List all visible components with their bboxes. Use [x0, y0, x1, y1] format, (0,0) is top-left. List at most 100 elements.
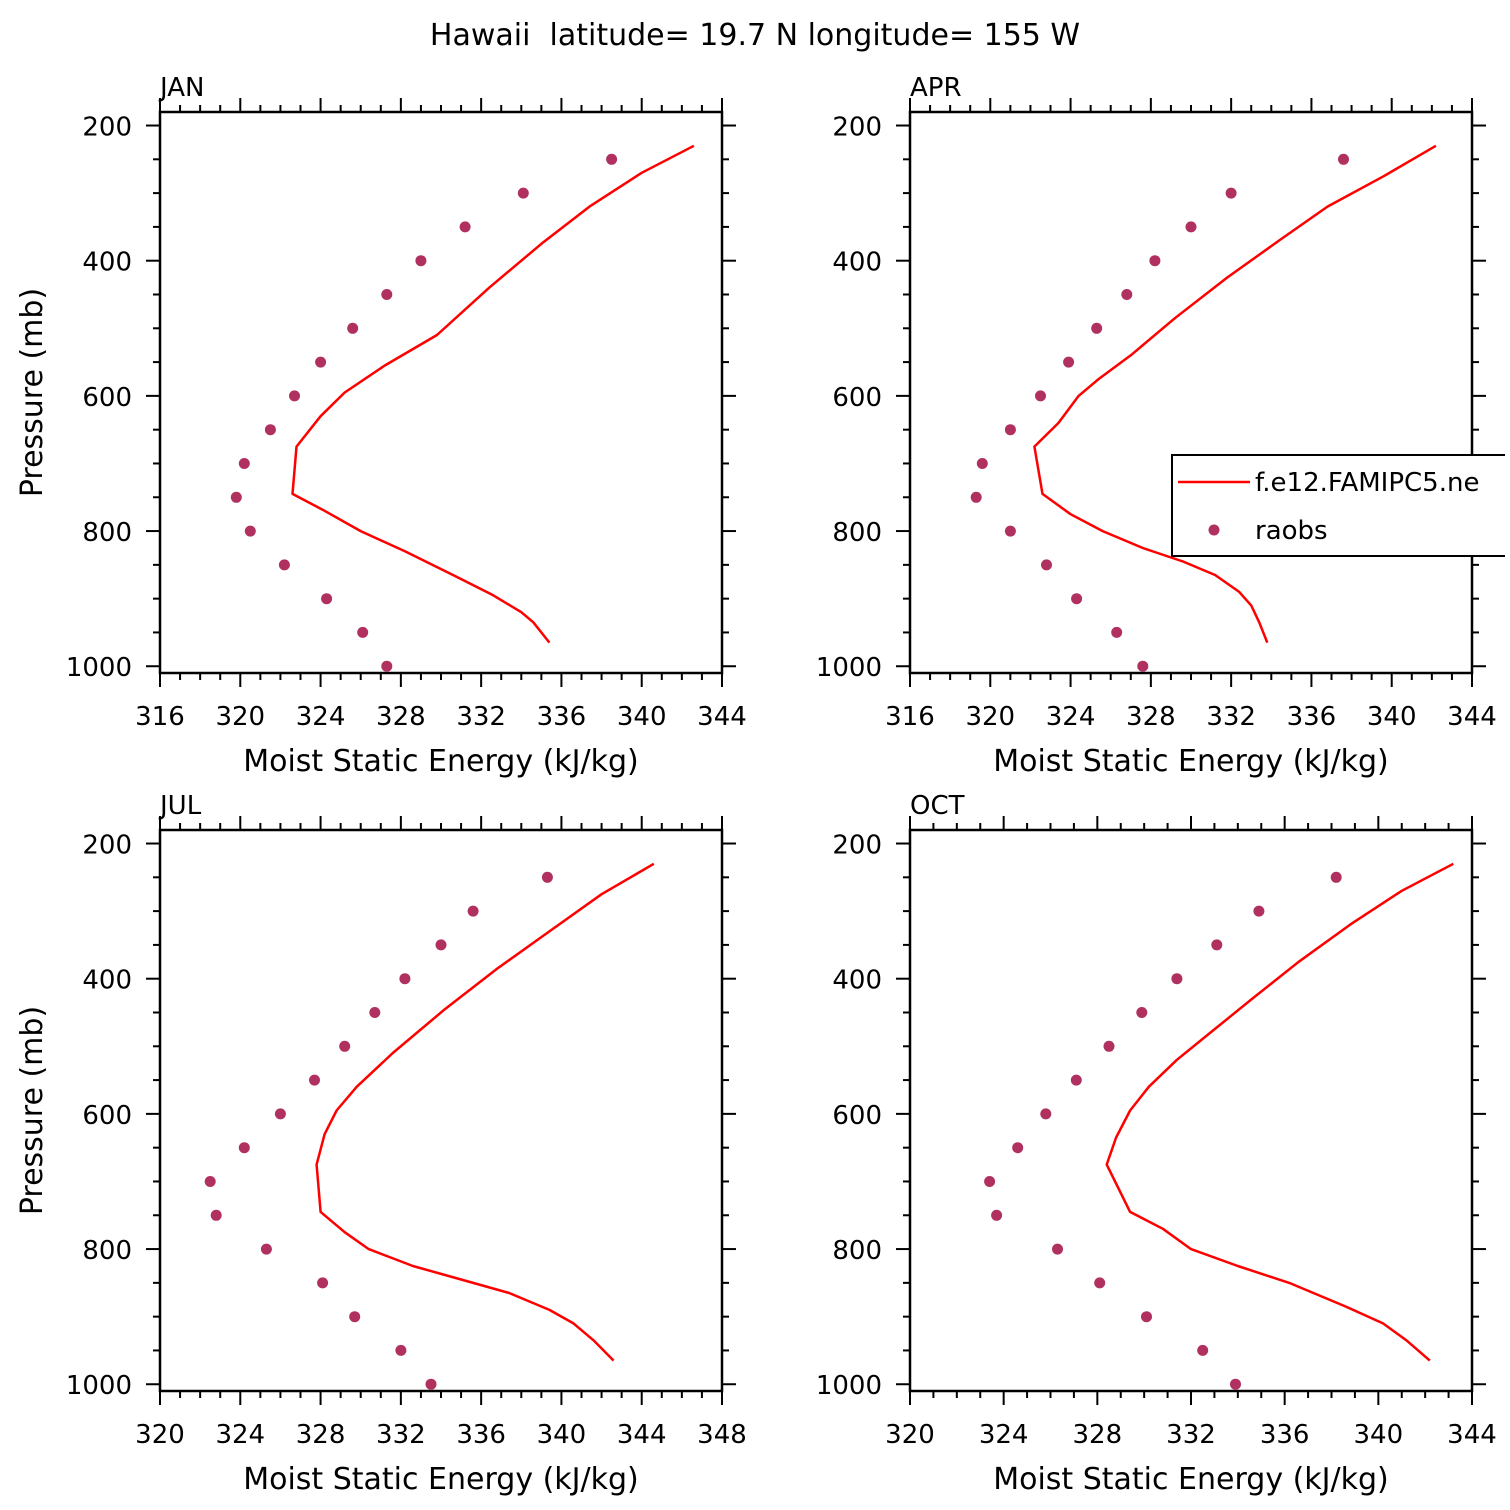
obs-point	[1071, 593, 1083, 605]
plot-frame	[908, 828, 1474, 1393]
x-tick-label: 320	[885, 1420, 935, 1450]
x-axis-label: Moist Static Energy (kJ/kg)	[993, 1462, 1389, 1497]
y-tick-label: 800	[82, 518, 132, 548]
x-tick-label: 320	[215, 702, 265, 732]
obs-point	[1103, 1040, 1115, 1052]
obs-point	[1338, 153, 1349, 165]
plot-frame	[908, 110, 1474, 675]
obs-point	[321, 593, 333, 605]
obs-point	[309, 1074, 320, 1086]
plot-frame	[158, 110, 724, 675]
obs-point	[970, 491, 982, 503]
y-tick-label: 400	[82, 248, 132, 278]
x-tick-label: 316	[135, 702, 185, 732]
model-line	[291, 144, 695, 644]
x-axis-label: Moist Static Energy (kJ/kg)	[243, 744, 639, 779]
legend-obs-swatch	[1208, 524, 1220, 536]
obs-point	[244, 525, 256, 537]
x-tick-label: 348	[697, 1420, 747, 1450]
obs-point	[399, 973, 411, 985]
obs-point	[1035, 390, 1046, 402]
x-tick-label: 340	[1367, 702, 1417, 732]
obs-point	[339, 1040, 351, 1052]
obs-point	[1052, 1243, 1063, 1255]
obs-point	[1149, 255, 1161, 267]
obs-point	[517, 187, 529, 199]
obs-point	[1121, 289, 1133, 300]
x-tick-label: 332	[1206, 702, 1256, 732]
x-tick-label: 324	[1046, 702, 1096, 732]
y-tick-label: 400	[832, 966, 882, 996]
x-tick-label: 344	[697, 702, 747, 732]
obs-point	[1004, 424, 1016, 436]
panel-jan: JAN Moist Static Energy (kJ/kg) Pressure…	[15, 73, 747, 779]
y-tick-label: 200	[832, 831, 882, 861]
x-tick-label: 328	[1126, 702, 1176, 732]
obs-point	[210, 1209, 222, 1221]
y-tick-label: 800	[82, 1236, 132, 1266]
obs-point	[1091, 322, 1103, 334]
model-line	[1105, 862, 1454, 1362]
obs-point	[349, 1311, 361, 1323]
obs-point	[289, 390, 300, 402]
y-tick-label: 1000	[66, 1371, 132, 1401]
obs-point	[1070, 1074, 1082, 1086]
obs-point	[238, 458, 250, 469]
y-axis-label: Pressure (mb)	[15, 288, 50, 497]
obs-point	[1094, 1277, 1106, 1289]
x-tick-label: 340	[1354, 1420, 1404, 1450]
x-axis-label: Moist Static Energy (kJ/kg)	[993, 744, 1389, 779]
obs-point	[260, 1243, 272, 1255]
y-tick-label: 800	[832, 518, 882, 548]
obs-point	[238, 1142, 250, 1154]
panel-oct: OCT Moist Static Energy (kJ/kg) 320 324 32…	[816, 791, 1497, 1497]
panel-jul: JUL Moist Static Energy (kJ/kg) Pressure…	[15, 791, 747, 1497]
obs-point	[415, 255, 427, 267]
obs-point	[459, 221, 471, 233]
obs-point	[315, 356, 327, 368]
panel-apr: APR Moist Static Energy (kJ/kg) 316 320 32…	[816, 73, 1497, 779]
obs-point	[347, 322, 359, 334]
obs-point	[1012, 1142, 1024, 1154]
x-tick-label: 344	[617, 1420, 667, 1450]
obs-point	[1171, 973, 1183, 985]
obs-point	[1330, 871, 1342, 883]
obs-point	[357, 626, 369, 638]
y-tick-label: 1000	[816, 653, 882, 683]
x-tick-label: 332	[1166, 1420, 1216, 1450]
obs-point	[541, 871, 553, 883]
y-tick-label: 600	[82, 383, 132, 413]
model-line	[315, 862, 655, 1362]
obs-point	[435, 939, 447, 951]
x-tick-label: 344	[1447, 1420, 1497, 1450]
x-tick-label: 340	[617, 702, 667, 732]
x-tick-label: 344	[1447, 702, 1497, 732]
y-tick-label: 600	[832, 1101, 882, 1131]
plot-frame	[158, 828, 724, 1393]
y-tick-label: 200	[82, 113, 132, 143]
obs-point	[1225, 187, 1237, 199]
obs-point	[1211, 939, 1223, 951]
obs-point	[984, 1176, 996, 1187]
x-tick-label: 336	[1260, 1420, 1310, 1450]
obs-point	[204, 1176, 216, 1187]
obs-point	[1185, 221, 1197, 233]
obs-point	[278, 559, 290, 571]
x-tick-label: 324	[215, 1420, 265, 1450]
x-axis-label: Moist Static Energy (kJ/kg)	[243, 1462, 639, 1497]
y-axis-label: Pressure (mb)	[15, 1006, 50, 1215]
y-tick-label: 200	[832, 113, 882, 143]
x-tick-label: 336	[456, 1420, 506, 1450]
obs-point	[1197, 1344, 1209, 1356]
panel-label: JUL	[158, 791, 202, 821]
x-tick-label: 332	[376, 1420, 426, 1450]
panel-label: APR	[910, 73, 962, 103]
legend-model-label: f.e12.FAMIPC5.ne	[1255, 468, 1479, 498]
obs-point	[1253, 905, 1265, 917]
y-tick-label: 800	[832, 1236, 882, 1266]
panel-label: OCT	[910, 791, 965, 821]
model-line	[1033, 144, 1437, 644]
obs-point	[381, 289, 393, 300]
obs-point	[369, 1007, 381, 1018]
